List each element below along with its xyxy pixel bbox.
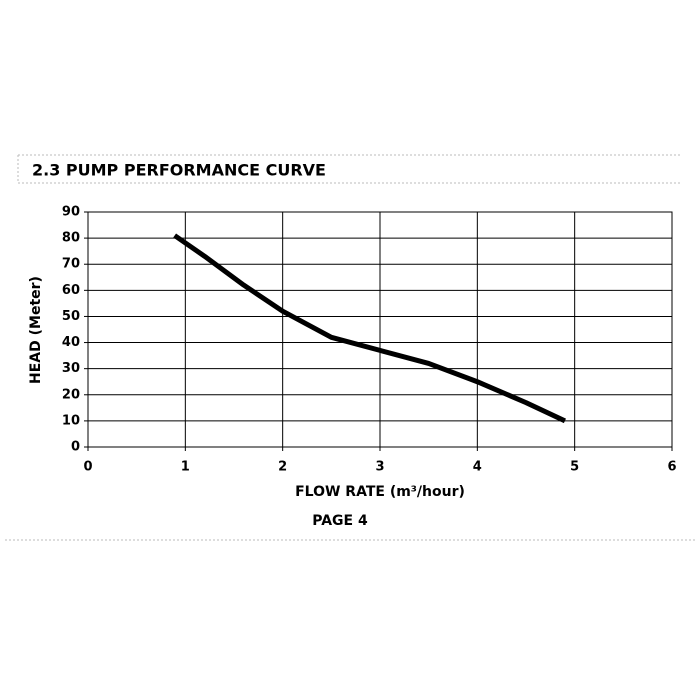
y-tick-label: 60	[62, 283, 80, 298]
x-tick-label: 6	[667, 460, 676, 475]
page-number: PAGE 4	[312, 513, 368, 529]
x-tick-label: 2	[278, 460, 287, 475]
y-tick-label: 20	[62, 387, 80, 402]
y-axis-label: HEAD (Meter)	[28, 276, 44, 384]
frame	[5, 154, 695, 541]
y-tick-label: 80	[62, 231, 80, 246]
y-tick-label: 0	[71, 440, 80, 455]
y-tick-label: 90	[62, 205, 80, 220]
x-tick-label: 1	[181, 460, 190, 475]
y-tick-label: 50	[62, 309, 80, 324]
x-tick-label: 0	[83, 460, 92, 475]
y-tick-label: 40	[62, 335, 80, 350]
x-axis-label: FLOW RATE (m³/hour)	[295, 484, 465, 500]
x-tick-label: 4	[473, 460, 482, 475]
y-tick-label: 70	[62, 257, 80, 272]
y-tick-label: 10	[62, 413, 80, 428]
section-title: 2.3 PUMP PERFORMANCE CURVE	[32, 161, 326, 180]
y-tick-label: 30	[62, 361, 80, 376]
curve	[173, 233, 566, 424]
x-tick-label: 5	[570, 460, 579, 475]
x-tick-label: 3	[375, 460, 384, 475]
